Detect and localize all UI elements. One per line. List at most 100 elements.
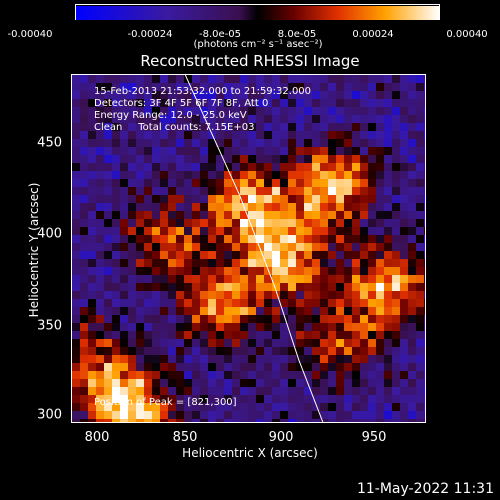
heatmap-cell [360,107,369,116]
heatmap-cell [352,259,361,268]
heatmap-cell [168,371,177,380]
heatmap-cell [352,243,361,252]
heatmap-cell [192,155,201,164]
heatmap-cell [288,187,297,196]
heatmap-cell [120,347,129,356]
heatmap-cell [88,339,97,348]
heatmap-cell [168,179,177,188]
heatmap-cell [200,211,209,220]
heatmap-cell [304,107,313,116]
heatmap-cell [344,203,353,212]
heatmap-cell [128,75,137,84]
heatmap-cell [152,315,161,324]
heatmap-cell [352,83,361,92]
heatmap-cell [160,267,169,276]
heatmap-cell [376,219,385,228]
heatmap-cell [328,171,337,180]
heatmap-cell [104,347,113,356]
heatmap-cell [112,187,121,196]
heatmap-cell [216,163,225,172]
heatmap-cell [328,347,337,356]
heatmap-cell [208,171,217,180]
heatmap-cell [112,283,121,292]
heatmap-cell [320,179,329,188]
heatmap-cell [120,331,129,340]
heatmap-cell [344,363,353,372]
heatmap-cell [248,275,257,284]
heatmap-cell [80,179,89,188]
heatmap-cell [120,275,129,284]
heatmap-cell [216,139,225,148]
heatmap-cell [176,411,185,420]
heatmap-cell [112,211,121,220]
heatmap-cell [272,323,281,332]
heatmap-cell [72,227,81,236]
heatmap-cell [216,339,225,348]
heatmap-cell [264,219,273,228]
heatmap-cell [264,355,273,364]
heatmap-cell [376,315,385,324]
heatmap-cell [392,171,401,180]
heatmap-cell [360,323,369,332]
heatmap-cell [408,219,417,228]
heatmap-cell [312,219,321,228]
heatmap-cell [272,83,281,92]
heatmap-cell [344,291,353,300]
heatmap-cell [152,291,161,300]
heatmap-cell [200,171,209,180]
heatmap-cell [184,91,193,100]
heatmap-cell [424,291,425,300]
heatmap-cell [416,179,425,188]
heatmap-cell [208,339,217,348]
heatmap-cell [424,179,425,188]
heatmap-cell [200,131,209,140]
heatmap-cell [416,235,425,244]
heatmap-cell [240,235,249,244]
heatmap-cell [360,379,369,388]
heatmap-cell [232,235,241,244]
heatmap-cell [304,363,313,372]
heatmap-cell [104,395,113,404]
heatmap-cell [88,251,97,260]
heatmap-cell [160,99,169,108]
heatmap-cell [224,91,233,100]
heatmap-cell [320,315,329,324]
heatmap-cell [240,379,249,388]
heatmap-cell [128,307,137,316]
heatmap-cell [288,171,297,180]
heatmap-cell [176,163,185,172]
heatmap-cell [136,339,145,348]
heatmap-cell [336,115,345,124]
heatmap-cell [376,75,385,84]
heatmap-cell [160,227,169,236]
heatmap-cell [240,171,249,180]
heatmap-cell [216,331,225,340]
heatmap-cell [184,267,193,276]
heatmap-cell [136,75,145,84]
heatmap-cell [360,139,369,148]
heatmap-cell [336,123,345,132]
heatmap-cell [376,323,385,332]
heatmap-cell [160,339,169,348]
heatmap-cell [392,355,401,364]
heatmap-cell [408,299,417,308]
heatmap-cell [328,227,337,236]
heatmap-cell [392,419,401,422]
heatmap-cell [384,395,393,404]
heatmap-cell [312,363,321,372]
heatmap-cell [184,251,193,260]
heatmap-cell [368,251,377,260]
heatmap-cell [416,395,425,404]
heatmap-cell [216,203,225,212]
heatmap-cell [232,371,241,380]
heatmap-cell [224,331,233,340]
heatmap-cell [272,227,281,236]
heatmap-cell [368,419,377,422]
heatmap-cell [264,331,273,340]
heatmap-cell [272,259,281,268]
heatmap-cell [88,115,97,124]
heatmap-cell [144,339,153,348]
heatmap-cell [120,371,129,380]
heatmap-cell [376,211,385,220]
heatmap-cell [424,363,425,372]
